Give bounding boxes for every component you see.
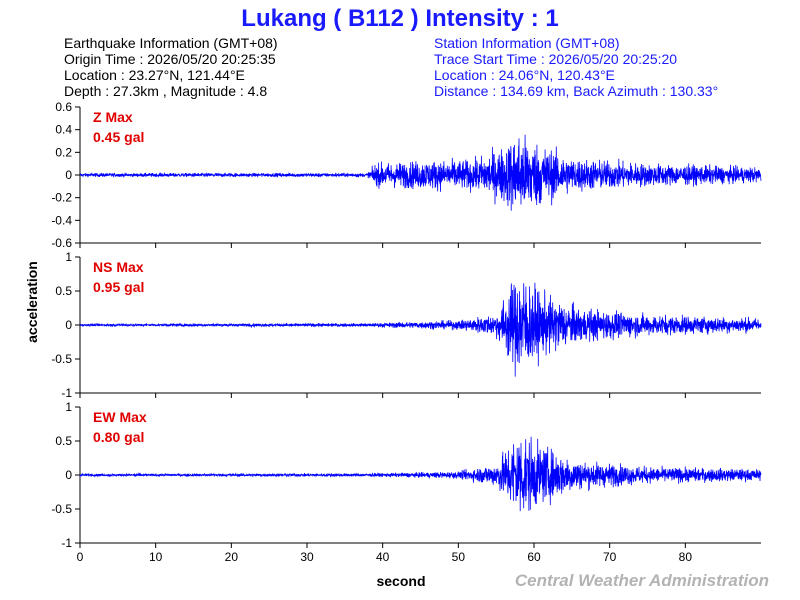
station-info-heading: Station Information (GMT+08) — [434, 35, 620, 51]
x-tick-label: 10 — [149, 550, 163, 564]
y-tick-label: 1 — [65, 250, 72, 264]
y-tick-label: 0 — [65, 168, 72, 182]
trace-start-time: Trace Start Time : 2026/05/20 20:25:20 — [434, 51, 677, 67]
y-tick-label: -0.5 — [51, 352, 72, 366]
x-tick-label: 0 — [77, 550, 84, 564]
y-tick-label: -1 — [61, 536, 72, 550]
panel-z: 0.6 0.4 0.2 0 -0.2 -0.4 -0.6 Z Max 0.45 gal — [51, 100, 762, 250]
max-value: 0.45 gal — [93, 129, 144, 145]
y-axis-label: acceleration — [24, 261, 40, 343]
waveform-ew — [79, 436, 762, 512]
y-tick-label: -1 — [61, 386, 72, 400]
x-tick-label: 30 — [300, 550, 314, 564]
origin-time: Origin Time : 2026/05/20 20:25:35 — [64, 51, 276, 67]
max-label: NS Max — [93, 259, 144, 275]
max-label: Z Max — [93, 109, 133, 125]
y-tick-label: -0.5 — [51, 502, 72, 516]
x-tick-label: 40 — [376, 550, 390, 564]
y-tick-label: 0 — [65, 468, 72, 482]
max-label: EW Max — [93, 409, 147, 425]
max-value: 0.95 gal — [93, 279, 144, 295]
depth-magnitude: Depth : 27.3km , Magnitude : 4.8 — [64, 83, 267, 99]
earthquake-info: Earthquake Information (GMT+08) Origin T… — [64, 35, 278, 99]
y-tick-label: 0 — [65, 318, 72, 332]
waveform-ns — [79, 282, 762, 377]
max-value: 0.80 gal — [93, 429, 144, 445]
y-tick-label: 0.5 — [55, 434, 72, 448]
chart-title: Lukang ( B112 ) Intensity : 1 — [241, 5, 558, 32]
x-tick-label: 50 — [452, 550, 466, 564]
distance-azimuth: Distance : 134.69 km, Back Azimuth : 130… — [434, 83, 718, 99]
y-tick-label: -0.2 — [51, 191, 72, 205]
y-tick-label: 0.5 — [55, 284, 72, 298]
y-tick-label: 0.2 — [55, 145, 72, 159]
waveform-z — [79, 134, 762, 211]
x-axis-label: second — [376, 573, 425, 589]
station-location: Location : 24.06°N, 120.43°E — [434, 67, 615, 83]
epicenter-location: Location : 23.27°N, 121.44°E — [64, 67, 245, 83]
panel-ns: 1 0.5 0 -0.5 -1 NS Max 0.95 gal — [51, 250, 762, 400]
x-tick-label: 70 — [603, 550, 617, 564]
x-tick-label: 20 — [225, 550, 239, 564]
x-tick-label: 60 — [527, 550, 541, 564]
panel-ew: 1 0.5 0 -0.5 -1 0 10 20 30 40 50 60 70 80 EW Max 0.80 g… — [51, 400, 762, 564]
x-tick-label: 80 — [679, 550, 693, 564]
station-info: Station Information (GMT+08) Trace Start… — [434, 35, 718, 99]
y-tick-label: 0.6 — [55, 100, 72, 114]
y-tick-label: -0.4 — [51, 213, 72, 227]
earthquake-info-heading: Earthquake Information (GMT+08) — [64, 35, 278, 51]
y-tick-label: 1 — [65, 400, 72, 414]
y-tick-label: 0.4 — [55, 123, 72, 137]
credit-label: Central Weather Administration — [515, 571, 769, 590]
y-tick-label: -0.6 — [51, 236, 72, 250]
panels: 0.6 0.4 0.2 0 -0.2 -0.4 -0.6 Z Max 0.45 gal 1 0.5 0… — [51, 100, 762, 564]
